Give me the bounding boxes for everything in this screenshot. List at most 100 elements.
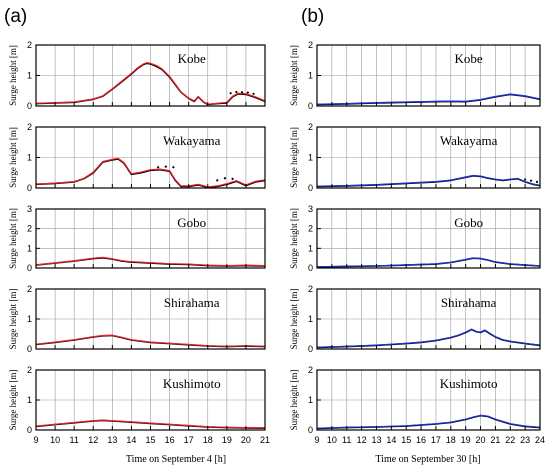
x-tick-label: 10 [50, 435, 60, 445]
y-axis-label: Surge height [m] [8, 45, 18, 106]
y-tick-label: 0 [27, 183, 32, 193]
y-tick-label: 2 [308, 40, 313, 50]
y-tick-label: 1 [308, 314, 313, 324]
observed-point [529, 179, 533, 182]
x-tick-label: 12 [357, 435, 367, 445]
x-tick-label: 23 [520, 435, 530, 445]
x-tick-label: 19 [222, 435, 232, 445]
y-tick-label: 1 [308, 71, 313, 81]
station-label: Wakayama [163, 133, 221, 148]
observed-point [157, 166, 160, 169]
x-tick-label: 18 [203, 435, 213, 445]
y-tick-label: 0 [27, 344, 32, 354]
observed-point [231, 177, 234, 180]
y-tick-label: 0 [308, 425, 313, 435]
x-tick-label: 17 [431, 435, 441, 445]
x-tick-label: 17 [184, 435, 194, 445]
y-tick-label: 2 [308, 284, 313, 294]
y-tick-label: 1 [308, 153, 313, 163]
station-label: Kushimoto [440, 376, 498, 391]
y-tick-label: 2 [27, 284, 32, 294]
station-label: Kobe [178, 51, 206, 66]
y-tick-label: 2 [27, 40, 32, 50]
y-axis-label: Surge height [m] [8, 208, 18, 269]
panel-a-letter: (a) [4, 6, 27, 27]
x-tick-label: 15 [145, 435, 155, 445]
subplot-b-kobe: 0 1 2 Surge height [m] Kobe [289, 40, 541, 111]
y-axis-label: Surge height [m] [8, 370, 18, 431]
simulated-line [35, 157, 266, 188]
x-tick-label: 15 [401, 435, 411, 445]
simulated-line [35, 334, 266, 347]
observed-point [223, 177, 227, 180]
observed-point [216, 179, 219, 182]
x-tick-label: 11 [69, 435, 78, 445]
y-tick-label: 0 [27, 101, 32, 111]
plot-frame [316, 208, 541, 269]
x-tick-label: 13 [371, 435, 381, 445]
observed-point [246, 91, 249, 94]
y-tick-label: 2 [27, 365, 32, 375]
y-axis-label: Surge height [m] [289, 370, 299, 431]
x-tick-label: 21 [260, 435, 270, 445]
x-tick-label: 14 [126, 435, 136, 445]
station-label: Gobo [454, 215, 483, 230]
x-tick-label: 16 [416, 435, 426, 445]
y-tick-label: 1 [308, 243, 313, 253]
x-tick-label: 9 [314, 435, 319, 445]
station-label: Shirahama [164, 295, 220, 310]
y-tick-label: 0 [308, 344, 313, 354]
subplot-a-kobe: 0 1 2 Surge height [m] Kobe [8, 40, 266, 111]
y-axis-label: Surge height [m] [289, 208, 299, 269]
x-tick-label: 10 [327, 435, 337, 445]
simulated-line [316, 174, 541, 187]
y-tick-label: 2 [308, 122, 313, 132]
y-tick-label: 0 [308, 101, 313, 111]
subplot-a-wakayama: 0 1 2 Surge height [m] Wakayama [8, 122, 266, 193]
observed-point [524, 178, 527, 181]
y-tick-label: 3 [27, 204, 32, 214]
x-tick-label: 14 [386, 435, 396, 445]
y-axis-label: Surge height [m] [8, 127, 18, 188]
x-tick-label: 13 [107, 435, 117, 445]
y-tick-label: 2 [308, 224, 313, 234]
simulated-line [316, 93, 541, 105]
observed-point [235, 90, 238, 94]
x-tick-label: 22 [505, 435, 515, 445]
station-label: Kobe [455, 51, 483, 66]
simulated-line [316, 328, 541, 348]
x-tick-label: 24 [535, 435, 545, 445]
station-label: Shirahama [441, 295, 497, 310]
y-tick-label: 0 [308, 263, 313, 273]
observed-point [172, 166, 175, 169]
y-axis-label: Surge height [m] [289, 45, 299, 106]
y-axis-label: Surge height [m] [289, 289, 299, 350]
x-tick-label: 9 [33, 435, 38, 445]
x-axis-label-b: Time on September 30 [h] [375, 454, 480, 465]
simulated-line [35, 419, 266, 429]
station-label: Gobo [177, 215, 206, 230]
y-axis-label: Surge height [m] [289, 127, 299, 188]
observed-point [252, 92, 255, 95]
x-tick-label: 20 [241, 435, 251, 445]
subplot-b-shirahama: 0 1 2 Surge height [m] Shirahama [289, 284, 541, 354]
x-tick-label: 20 [476, 435, 486, 445]
y-tick-label: 0 [27, 425, 32, 435]
y-tick-label: 1 [27, 395, 32, 405]
x-tick-label: 16 [165, 435, 175, 445]
y-tick-label: 1 [27, 314, 32, 324]
station-label: Kushimoto [163, 376, 221, 391]
y-tick-label: 3 [308, 204, 313, 214]
y-tick-label: 2 [308, 365, 313, 375]
y-tick-label: 0 [308, 183, 313, 193]
x-tick-label: 21 [490, 435, 500, 445]
y-tick-label: 2 [27, 224, 32, 234]
y-axis-label: Surge height [m] [8, 289, 18, 350]
station-label: Wakayama [440, 133, 498, 148]
simulated-line [316, 257, 541, 268]
observed-point [164, 165, 167, 168]
y-tick-label: 1 [27, 71, 32, 81]
panel-b-letter: (b) [301, 6, 324, 27]
